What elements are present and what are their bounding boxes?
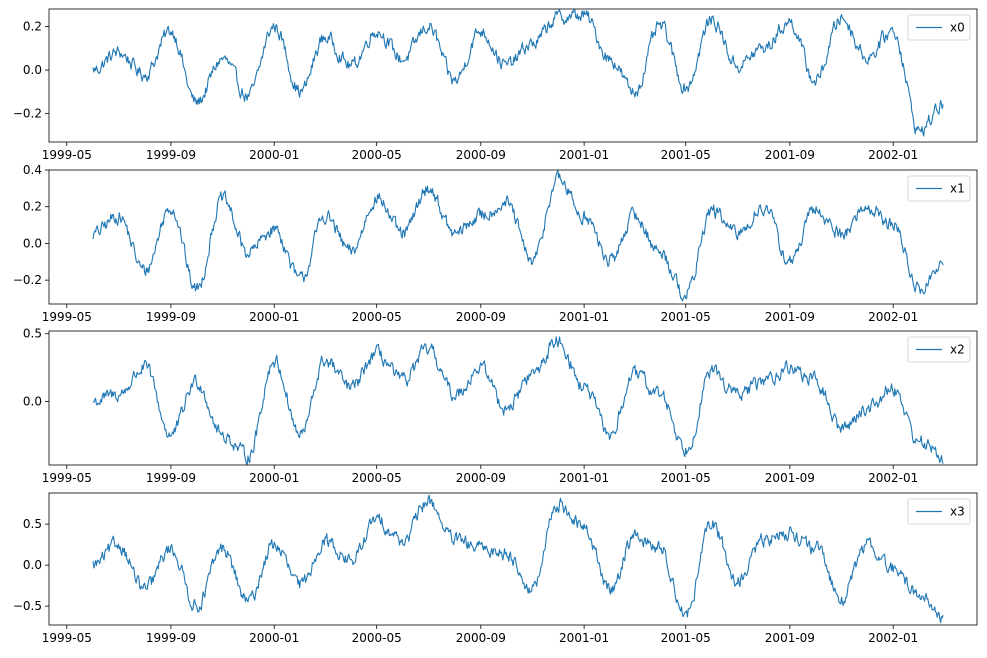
- legend-label: x3: [950, 505, 965, 519]
- legend-label: x0: [950, 21, 965, 35]
- x-tick-label: 2000-05: [352, 631, 402, 645]
- y-tick-label: −0.5: [13, 599, 42, 613]
- axes-frame: [48, 330, 978, 466]
- x-tick-label: 2002-01: [868, 148, 918, 162]
- x-tick-label: 2002-01: [868, 310, 918, 324]
- y-tick-label: 0.0: [23, 236, 42, 250]
- subplot-x2: 1999-05 1999-09 2000-01 2000-05 2000-09 2001-…: [23, 327, 978, 485]
- y-tick-label: −0.2: [13, 107, 42, 121]
- x-tick-label: 1999-09: [146, 471, 196, 485]
- x-tick-label: 2001-01: [559, 631, 609, 645]
- x-tick-label: 2001-05: [661, 471, 711, 485]
- x-tick-label: 2000-09: [456, 631, 506, 645]
- legend-label: x2: [950, 343, 965, 357]
- series-line-x2: [92, 336, 944, 465]
- x-tick-label: 2000-01: [249, 310, 299, 324]
- x-tick-label: 2000-09: [456, 310, 506, 324]
- series-line-x3: [92, 494, 944, 624]
- x-tick-label: 1999-09: [146, 310, 196, 324]
- x-tick-label: 2000-01: [249, 631, 299, 645]
- y-tick-label: 0.5: [23, 517, 42, 531]
- subplot-x1: 1999-05 1999-09 2000-01 2000-05 2000-09 2001-…: [13, 163, 978, 324]
- x-tick-label: 2000-09: [456, 148, 506, 162]
- y-tick-label: 0.0: [23, 394, 42, 408]
- x-tick-label: 2002-01: [868, 631, 918, 645]
- x-tick-label: 1999-05: [42, 471, 92, 485]
- x-tick-label: 2001-05: [661, 148, 711, 162]
- x-tick-label: 2001-09: [765, 310, 815, 324]
- x-tick-label: 2001-01: [559, 310, 609, 324]
- series-line-x1: [92, 170, 944, 302]
- legend: x2: [907, 336, 971, 363]
- axes-frame: [48, 169, 978, 305]
- legend: x3: [907, 498, 971, 525]
- x-tick-label: 2000-01: [249, 471, 299, 485]
- y-tick-label: 0.2: [23, 19, 42, 33]
- x-tick-label: 2000-05: [352, 148, 402, 162]
- x-tick-label: 2001-01: [559, 471, 609, 485]
- y-tick-label: −0.2: [13, 273, 42, 287]
- x-tick-label: 2000-05: [352, 471, 402, 485]
- axes-frame: [48, 492, 978, 626]
- x-tick-label: 1999-05: [42, 148, 92, 162]
- x-tick-label: 2002-01: [868, 471, 918, 485]
- y-tick-label: 0.0: [23, 63, 42, 77]
- subplot-x3: 1999-05 1999-09 2000-01 2000-05 2000-09 2001-…: [13, 492, 978, 645]
- x-tick-label: 2001-09: [765, 148, 815, 162]
- y-tick-label: 0.0: [23, 558, 42, 572]
- legend: x1: [907, 175, 971, 202]
- legend-label: x1: [950, 182, 965, 196]
- y-tick-label: 0.5: [23, 327, 42, 341]
- x-tick-label: 1999-05: [42, 631, 92, 645]
- x-tick-label: 2000-05: [352, 310, 402, 324]
- x-tick-label: 2000-09: [456, 471, 506, 485]
- axes-frame: [48, 8, 978, 143]
- subplot-x0: 1999-05 1999-09 2000-01 2000-05 2000-09 2001-…: [13, 8, 978, 162]
- x-tick-label: 1999-05: [42, 310, 92, 324]
- x-tick-label: 1999-09: [146, 631, 196, 645]
- series-line-x0: [92, 9, 944, 137]
- x-tick-label: 2000-01: [249, 148, 299, 162]
- y-tick-label: 0.4: [23, 163, 42, 177]
- x-tick-label: 1999-09: [146, 148, 196, 162]
- legend: x0: [907, 14, 971, 41]
- x-tick-label: 2001-05: [661, 310, 711, 324]
- y-tick-label: 0.2: [23, 200, 42, 214]
- x-tick-label: 2001-01: [559, 148, 609, 162]
- x-tick-label: 2001-09: [765, 631, 815, 645]
- x-tick-label: 2001-05: [661, 631, 711, 645]
- x-tick-label: 2001-09: [765, 471, 815, 485]
